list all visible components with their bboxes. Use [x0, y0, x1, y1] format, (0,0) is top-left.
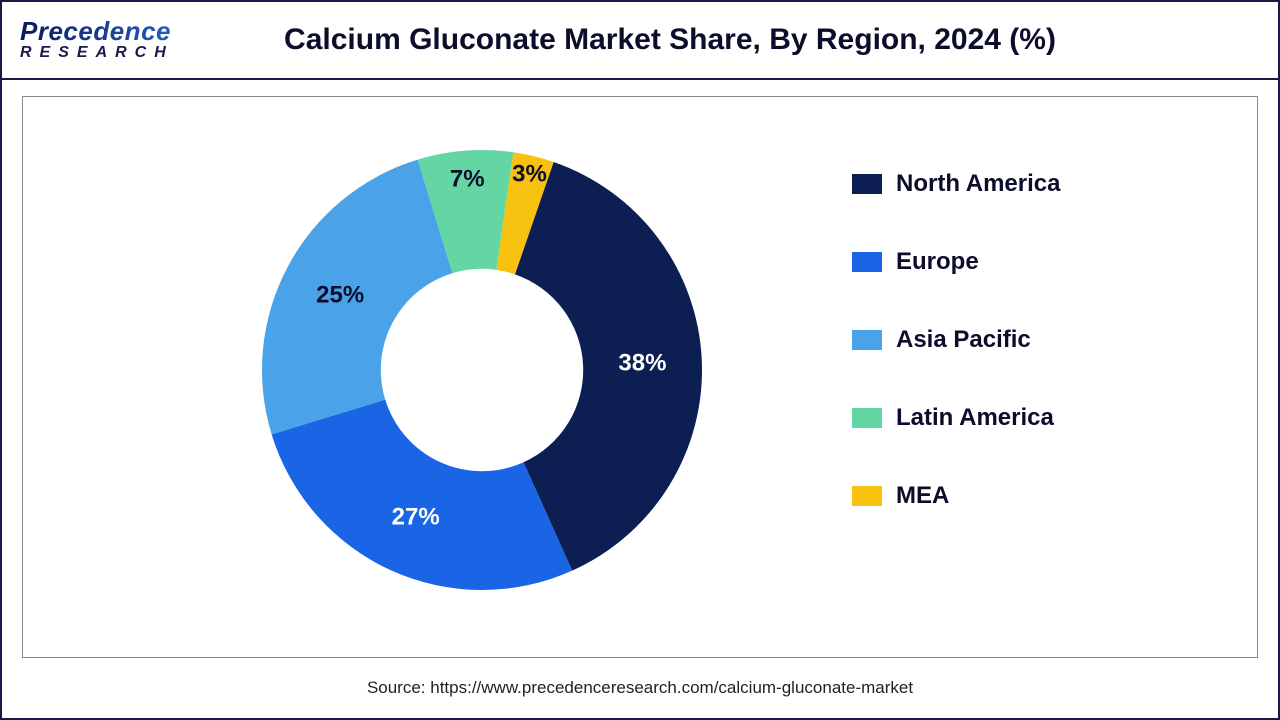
legend-swatch: [852, 486, 882, 506]
legend-item: MEA: [852, 482, 1212, 510]
legend-swatch: [852, 252, 882, 272]
chart-title: Calcium Gluconate Market Share, By Regio…: [220, 23, 1260, 57]
legend-swatch: [852, 330, 882, 350]
slice-label: 38%: [618, 350, 666, 377]
legend-swatch: [852, 174, 882, 194]
slice-label: 3%: [512, 161, 547, 188]
chart-card: Precedence RESEARCH Calcium Gluconate Ma…: [0, 0, 1280, 720]
donut-slice: [272, 400, 573, 590]
legend-item: Latin America: [852, 404, 1212, 432]
legend-label: Asia Pacific: [896, 326, 1031, 354]
legend: North America Europe Asia Pacific Latin Ame…: [852, 170, 1212, 510]
brand-name: Precedence: [20, 20, 220, 43]
legend-label: North America: [896, 170, 1060, 198]
source-line: Source: https://www.precedenceresearch.c…: [2, 678, 1278, 698]
chart-body: 38% 27% 25% 7% 3% North America Europe Asia Pa…: [2, 80, 1278, 718]
brand-name-main: Precedence: [20, 16, 171, 46]
legend-label: MEA: [896, 482, 949, 510]
slice-label: 25%: [316, 282, 364, 309]
legend-item: Europe: [852, 248, 1212, 276]
slice-label: 27%: [392, 503, 440, 530]
brand-logo: Precedence RESEARCH: [20, 20, 220, 60]
brand-subtitle: RESEARCH: [20, 46, 220, 60]
donut-chart: 38% 27% 25% 7% 3%: [252, 140, 712, 600]
slice-label: 7%: [450, 166, 485, 193]
legend-item: Asia Pacific: [852, 326, 1212, 354]
legend-label: Europe: [896, 248, 979, 276]
header-bar: Precedence RESEARCH Calcium Gluconate Ma…: [2, 2, 1278, 80]
legend-swatch: [852, 408, 882, 428]
donut-svg: 38% 27% 25% 7% 3%: [252, 140, 712, 600]
legend-label: Latin America: [896, 404, 1054, 432]
legend-item: North America: [852, 170, 1212, 198]
